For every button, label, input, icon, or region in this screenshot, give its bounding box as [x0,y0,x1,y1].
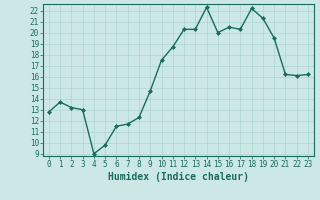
X-axis label: Humidex (Indice chaleur): Humidex (Indice chaleur) [108,172,249,182]
